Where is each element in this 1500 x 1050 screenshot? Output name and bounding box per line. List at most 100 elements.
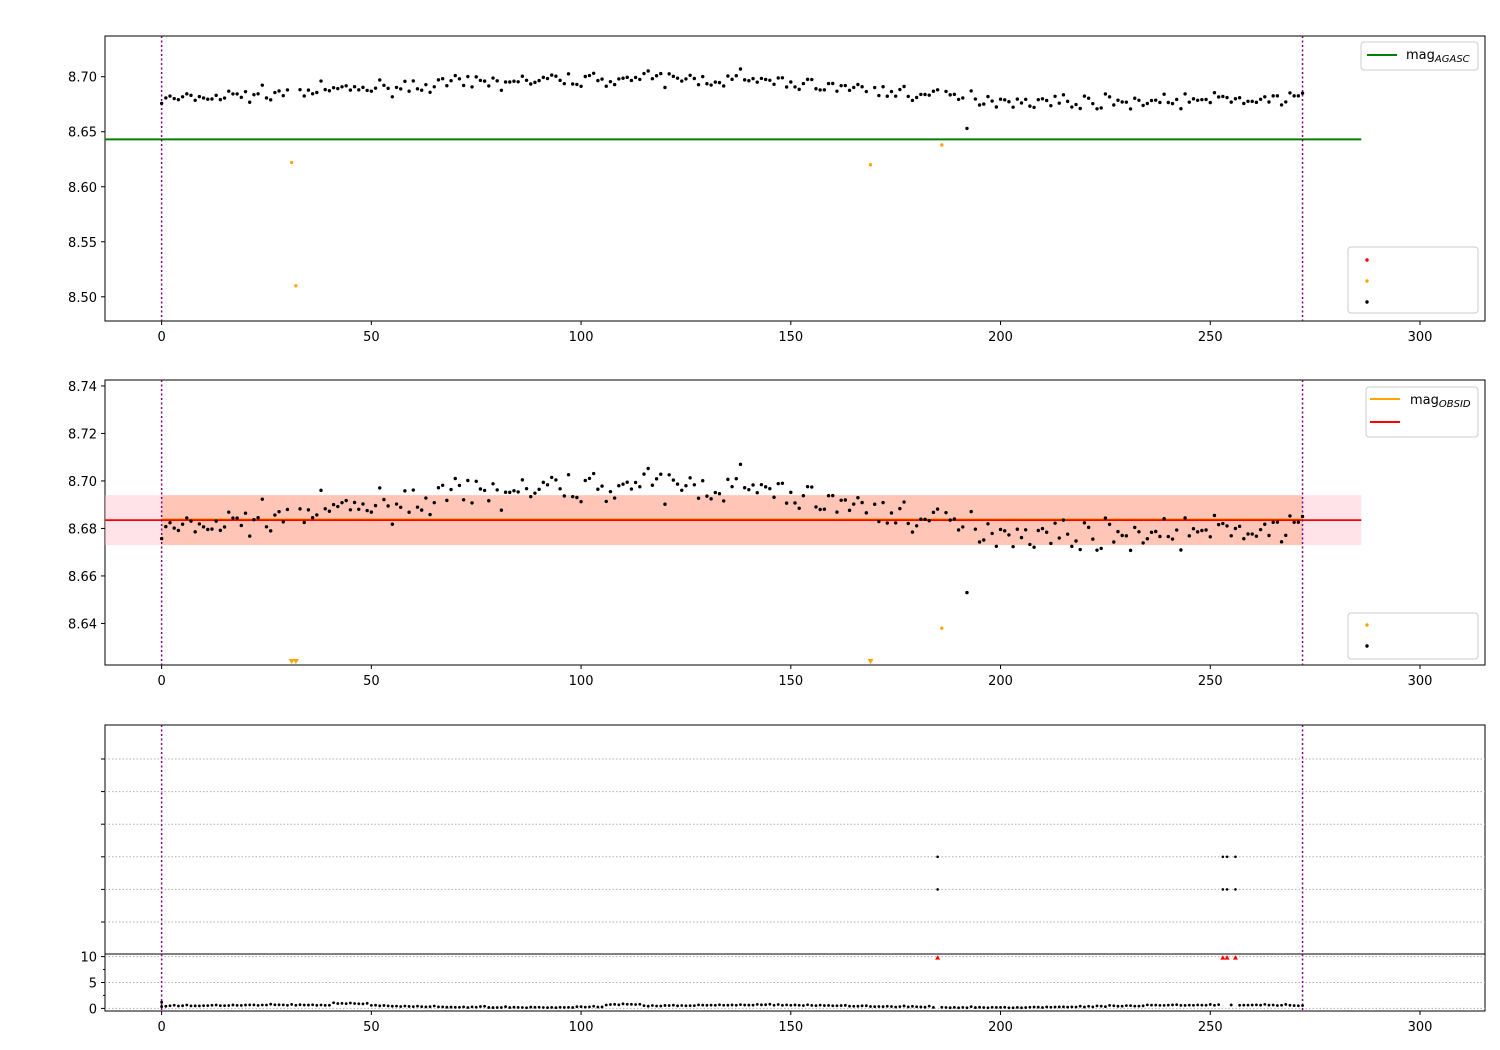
ok-point [180, 522, 185, 526]
p4-xtick-label: 100 [569, 1020, 594, 1035]
dr-point [1032, 1005, 1036, 1009]
ok-point [1032, 545, 1036, 549]
dr-point [214, 1003, 218, 1007]
dr-point [361, 1002, 365, 1006]
ok-point [1154, 98, 1158, 102]
ok-point [348, 88, 353, 92]
ok-point [843, 498, 848, 502]
ok-point [1200, 528, 1204, 533]
ok-point [302, 520, 306, 525]
ok-point [1279, 103, 1284, 107]
dr-point [680, 1004, 684, 1007]
dr-point [1087, 1004, 1091, 1008]
ok-point [659, 472, 663, 476]
ok-point [378, 78, 382, 82]
ok-point [201, 96, 206, 100]
dr-point [1187, 1003, 1191, 1007]
dr-point [999, 1005, 1002, 1009]
ok-point [680, 488, 684, 492]
ok-point [705, 82, 709, 86]
ok-point [1015, 527, 1020, 531]
ok-point [1103, 92, 1108, 96]
ok-point [365, 88, 369, 93]
legend-marker [1365, 279, 1369, 283]
ok-point [369, 510, 374, 514]
ok-point [478, 78, 483, 83]
dr-point [1099, 1004, 1103, 1008]
dr-point [1095, 1004, 1099, 1008]
ok-point [646, 69, 650, 73]
ok-point [738, 67, 743, 71]
dr-point [667, 1004, 671, 1007]
dr-clipped-marker [1220, 955, 1226, 960]
ok-point [260, 83, 264, 87]
dr-point [734, 1003, 738, 1007]
dr-point [877, 1005, 881, 1008]
ok-point [927, 93, 931, 97]
dr-point [961, 1006, 965, 1009]
ok-point [369, 89, 374, 93]
ok-point [906, 94, 910, 99]
dr-point [1112, 1004, 1116, 1008]
dr-point [495, 1006, 499, 1009]
ok-point [466, 478, 470, 483]
ok-point [239, 95, 244, 100]
ok-point [1145, 101, 1150, 106]
dr-point [764, 1003, 768, 1007]
ok-point [805, 77, 810, 82]
ok-point [1036, 97, 1040, 102]
ok-point [281, 520, 285, 524]
ok-point [709, 83, 713, 87]
p4-xtick-label: 200 [988, 1020, 1013, 1035]
ok-point [1019, 535, 1024, 540]
ok-point [1065, 532, 1070, 536]
dr-point [281, 1003, 285, 1007]
ok-point [923, 517, 927, 522]
p1-xtick-label: 200 [988, 330, 1013, 345]
ok-point [906, 521, 910, 526]
ok-point [1116, 98, 1120, 102]
dr-point [692, 1004, 696, 1008]
dr-point [437, 1005, 440, 1009]
dr-point [399, 1005, 403, 1008]
ok-point [730, 77, 734, 82]
ok-point [243, 511, 248, 515]
dr-point [403, 1004, 407, 1008]
ok-point [1074, 102, 1078, 107]
dr-point [1145, 1003, 1149, 1007]
ok-point [474, 75, 478, 79]
ok-point [885, 94, 889, 98]
dr-point [806, 1003, 809, 1007]
ok-point [285, 88, 290, 92]
p2-xtick-label: 250 [1198, 674, 1223, 689]
p2-ytick-label: 8.70 [68, 475, 97, 490]
ok-point [772, 82, 776, 86]
ok-point [604, 499, 608, 504]
dr-point [558, 1005, 562, 1009]
p4-xtick-label: 150 [778, 1020, 803, 1035]
dr-point [181, 1004, 184, 1008]
ok-point [977, 540, 982, 544]
dr-point [705, 1003, 709, 1007]
ok-point [197, 522, 202, 526]
ok-point [214, 93, 218, 98]
dr-point [831, 1004, 835, 1008]
ok-point [357, 88, 361, 92]
ok-point [742, 78, 747, 82]
ok-point [382, 83, 386, 88]
ok-point [747, 487, 751, 492]
ok-point [793, 501, 797, 505]
dr-point [818, 1003, 822, 1007]
dr-point [772, 1003, 776, 1007]
ok-point [524, 486, 529, 491]
ok-point [1003, 98, 1007, 102]
p4-ytick-label: 5 [89, 977, 97, 992]
dr-point [1041, 1006, 1044, 1009]
ok-point [822, 88, 827, 92]
dr-point [822, 1004, 826, 1007]
ok-point [218, 528, 223, 533]
ok-point [1229, 534, 1233, 538]
ok-point [596, 487, 600, 491]
ok-point [424, 82, 428, 87]
ok-point [780, 481, 785, 485]
